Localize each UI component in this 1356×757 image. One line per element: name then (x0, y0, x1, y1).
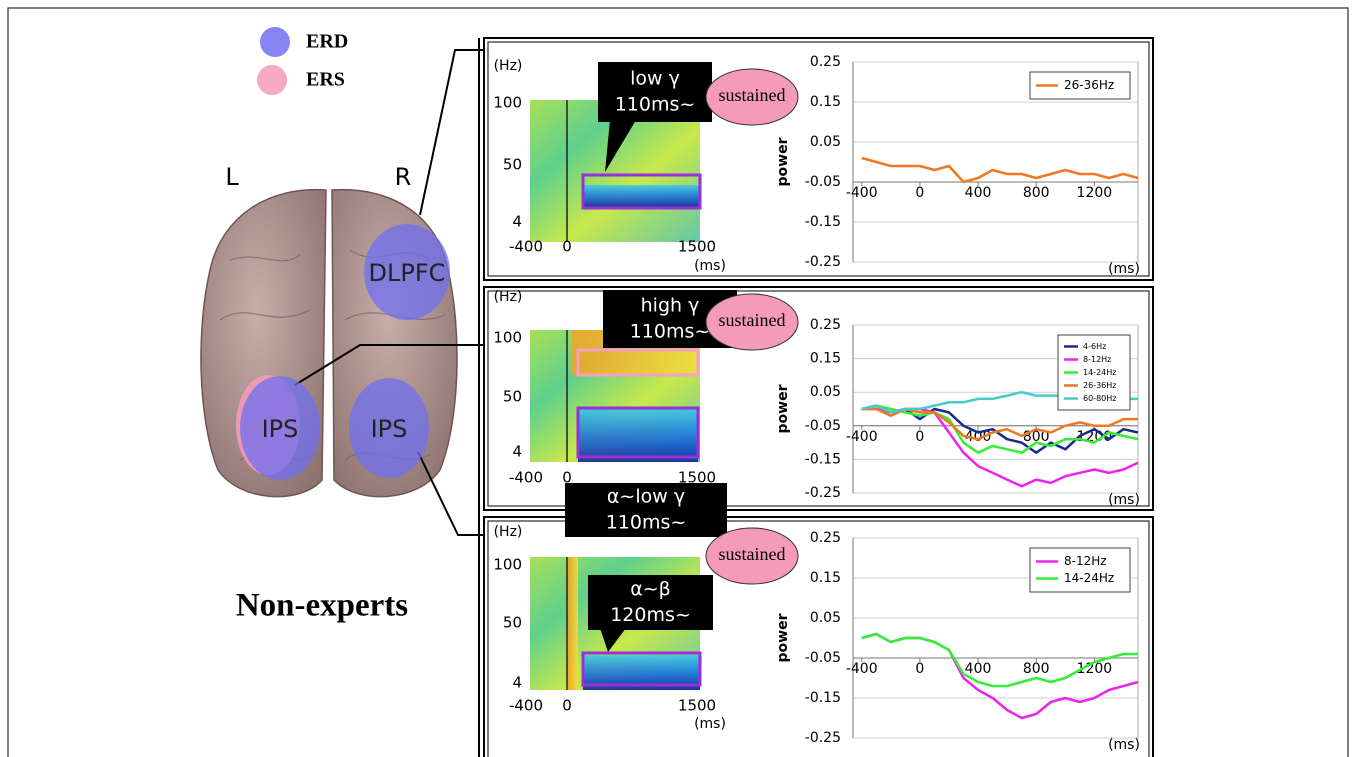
y-tick-label: -0.15 (805, 690, 841, 706)
y-tick-label: -0.05 (805, 650, 841, 666)
y-tick-label: 4 (512, 213, 522, 231)
callout-text: low γ (630, 68, 680, 90)
legend-label: 8-12Hz (1064, 554, 1107, 568)
region-label: DLPFC (369, 259, 446, 287)
x-tick-label: 1500 (678, 238, 716, 256)
x-tick-label: 1500 (678, 697, 716, 715)
y-tick-label: 0.15 (810, 351, 841, 367)
connector (420, 50, 484, 215)
y-axis-label: power (775, 613, 791, 662)
figure: ERD ERS L R DLPFC IPS IPS Non-experts (Hz) 100 50 4… (0, 0, 1356, 757)
x-tick-label: 0 (915, 429, 924, 445)
x-tick-label: 0 (915, 661, 924, 677)
x-tick-label: -400 (846, 429, 878, 445)
x-tick-label: -400 (846, 661, 878, 677)
legend-label: ERD (306, 31, 348, 53)
series-line (862, 634, 1138, 686)
callout-text: α~low γ (607, 486, 685, 508)
erd-area (578, 408, 698, 462)
y-tick-label: 100 (493, 329, 522, 347)
series-line (862, 158, 1138, 182)
x-tick-label: 0 (562, 238, 572, 256)
axis-unit: (Hz) (494, 524, 523, 540)
legend-label: 26-36Hz (1064, 78, 1114, 92)
x-tick-label: -400 (509, 469, 543, 487)
x-tick-label: 0 (562, 697, 572, 715)
x-tick-label: 800 (1023, 185, 1050, 201)
axis-unit: (ms) (694, 258, 726, 274)
y-tick-label: -0.25 (805, 485, 841, 501)
y-tick-label: 4 (512, 443, 522, 461)
axis-unit: (Hz) (494, 58, 523, 74)
y-tick-label: 0.25 (810, 54, 841, 70)
y-tick-label: 0.05 (810, 384, 841, 400)
y-axis-label: power (775, 384, 791, 433)
legend-label: 14-24Hz (1064, 571, 1114, 585)
callout-text: 120ms~ (610, 604, 691, 626)
badge-text: sustained (719, 544, 786, 564)
axis-unit: (Hz) (494, 289, 523, 305)
axis-unit: (ms) (694, 716, 726, 732)
legend-swatch (260, 27, 290, 57)
group-label: Non-experts (236, 588, 408, 624)
x-tick-label: -400 (846, 185, 878, 201)
y-tick-label: 50 (503, 388, 522, 406)
y-tick-label: -0.15 (805, 451, 841, 467)
region-label: IPS (371, 415, 408, 443)
x-tick-label: -400 (509, 697, 543, 715)
y-tick-label: -0.05 (805, 174, 841, 190)
y-axis-label: power (775, 137, 791, 186)
region-label: IPS (262, 415, 299, 443)
erd-area (583, 185, 700, 207)
legend-swatch (257, 65, 287, 95)
callout-text: high γ (641, 295, 700, 317)
y-tick-label: 50 (503, 614, 522, 632)
hemisphere-label: R (395, 163, 412, 191)
hemisphere-label: L (225, 163, 239, 191)
y-tick-label: -0.15 (805, 214, 841, 230)
y-tick-label: 0.25 (810, 317, 841, 333)
y-tick-label: 0.05 (810, 610, 841, 626)
badge-text: sustained (719, 85, 786, 105)
legend-label: 14-24Hz (1083, 368, 1116, 377)
y-tick-label: 4 (512, 674, 522, 692)
callout-text: 110ms~ (606, 512, 687, 534)
ers-area (568, 557, 578, 690)
legend-label: 8-12Hz (1083, 355, 1111, 364)
callout-text: 110ms~ (630, 321, 711, 343)
legend-label: 4-6Hz (1083, 342, 1106, 351)
y-tick-label: 0.25 (810, 530, 841, 546)
x-tick-label: 400 (965, 661, 992, 677)
x-tick-label: 400 (965, 185, 992, 201)
x-tick-label: -400 (509, 238, 543, 256)
legend-label: 26-36Hz (1083, 381, 1116, 390)
x-axis-label: (ms) (1108, 261, 1140, 277)
y-tick-label: 0.15 (810, 94, 841, 110)
x-tick-label: 0 (915, 185, 924, 201)
y-tick-label: 0.05 (810, 134, 841, 150)
x-axis-label: (ms) (1108, 492, 1140, 508)
badge-text: sustained (719, 310, 786, 330)
y-tick-label: 0.15 (810, 570, 841, 586)
y-tick-label: 100 (493, 556, 522, 574)
x-tick-label: 1200 (1077, 185, 1113, 201)
y-tick-label: -0.25 (805, 254, 841, 270)
legend-label: ERS (306, 69, 345, 91)
callout-text: 110ms~ (615, 94, 696, 116)
y-tick-label: 50 (503, 156, 522, 174)
x-tick-label: 800 (1023, 661, 1050, 677)
y-tick-label: -0.05 (805, 418, 841, 434)
x-axis-label: (ms) (1108, 737, 1140, 753)
legend-label: 60-80Hz (1083, 394, 1116, 403)
y-tick-label: -0.25 (805, 730, 841, 746)
callout-text: α~β (630, 578, 671, 600)
y-tick-label: 100 (493, 94, 522, 112)
